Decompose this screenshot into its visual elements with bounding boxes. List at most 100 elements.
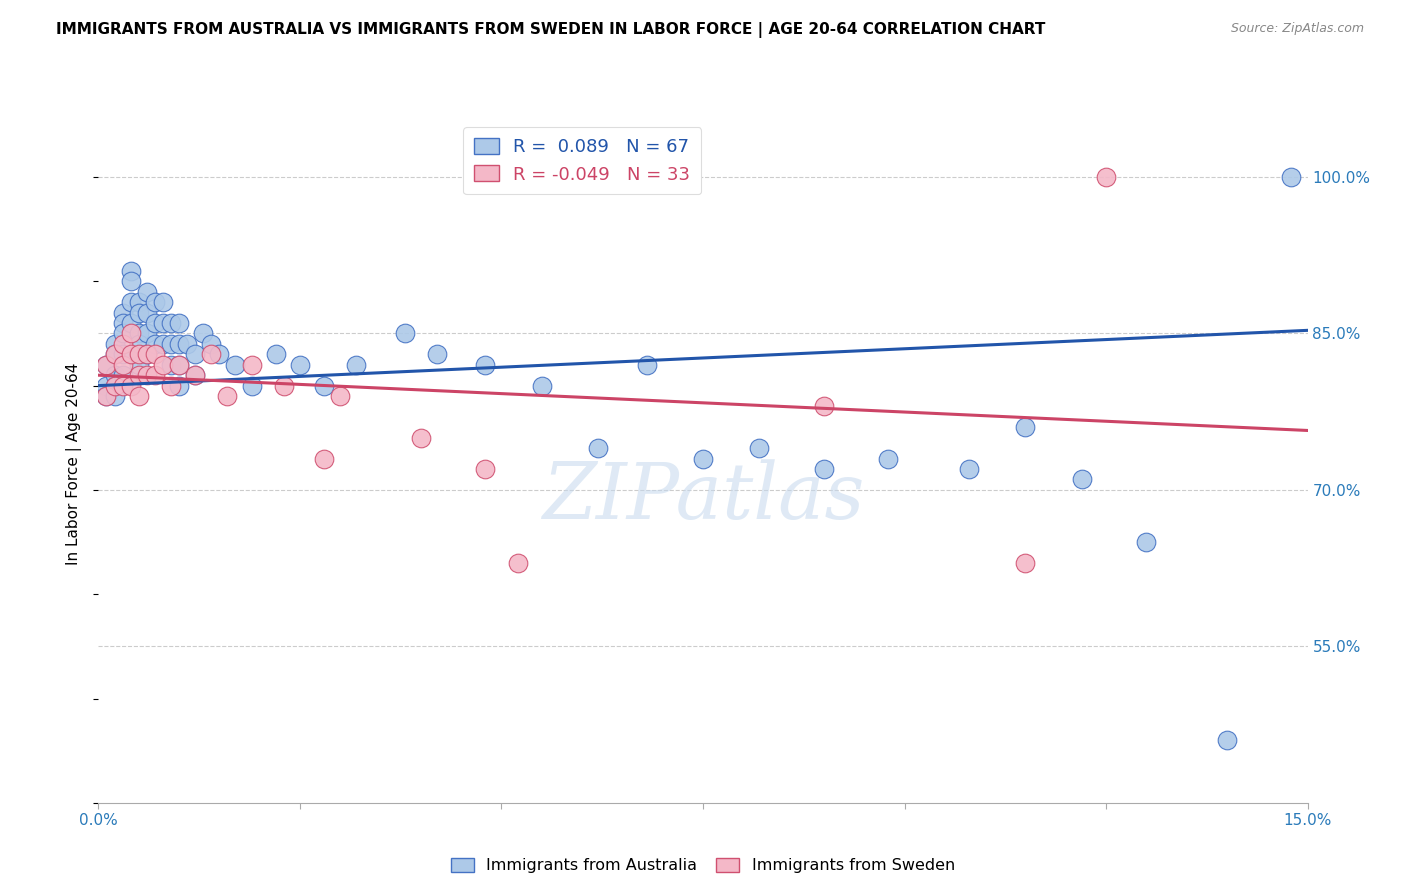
Point: [409, 431, 432, 445]
Point: [264, 347, 287, 361]
Point: [176, 337, 198, 351]
Point: [103, 378, 125, 392]
Point: [152, 337, 174, 351]
Point: [314, 451, 336, 466]
Point: [120, 295, 142, 310]
Point: [1216, 733, 1239, 747]
Point: [586, 441, 609, 455]
Point: [193, 326, 215, 341]
Point: [135, 368, 157, 383]
Point: [1070, 473, 1092, 487]
Point: [184, 368, 207, 383]
Point: [103, 347, 125, 361]
Point: [143, 316, 166, 330]
Point: [1095, 169, 1118, 184]
Point: [813, 462, 835, 476]
Point: [530, 378, 553, 392]
Point: [143, 337, 166, 351]
Point: [344, 358, 367, 372]
Point: [111, 337, 134, 351]
Point: [111, 347, 134, 361]
Point: [135, 285, 157, 299]
Point: [120, 347, 142, 361]
Point: [1014, 420, 1036, 434]
Point: [426, 347, 449, 361]
Point: [167, 358, 190, 372]
Point: [224, 358, 246, 372]
Point: [120, 264, 142, 278]
Point: [143, 295, 166, 310]
Point: [143, 368, 166, 383]
Point: [152, 295, 174, 310]
Point: [128, 358, 150, 372]
Point: [135, 347, 157, 361]
Point: [394, 326, 416, 341]
Point: [1281, 169, 1303, 184]
Point: [160, 337, 183, 351]
Point: [103, 378, 125, 392]
Point: [184, 368, 207, 383]
Point: [111, 316, 134, 330]
Point: [96, 358, 118, 372]
Point: [748, 441, 770, 455]
Point: [217, 389, 239, 403]
Legend: Immigrants from Australia, Immigrants from Sweden: Immigrants from Australia, Immigrants fr…: [444, 851, 962, 880]
Point: [288, 358, 311, 372]
Point: [111, 305, 134, 319]
Point: [96, 389, 118, 403]
Point: [474, 358, 496, 372]
Point: [120, 326, 142, 341]
Point: [240, 378, 263, 392]
Point: [111, 326, 134, 341]
Point: [111, 358, 134, 372]
Point: [273, 378, 295, 392]
Point: [167, 378, 190, 392]
Point: [120, 274, 142, 288]
Point: [200, 337, 222, 351]
Point: [314, 378, 336, 392]
Point: [152, 316, 174, 330]
Legend: R =  0.089   N = 67, R = -0.049   N = 33: R = 0.089 N = 67, R = -0.049 N = 33: [463, 128, 702, 194]
Y-axis label: In Labor Force | Age 20-64: In Labor Force | Age 20-64: [66, 363, 83, 565]
Point: [692, 451, 714, 466]
Point: [128, 326, 150, 341]
Point: [813, 400, 835, 414]
Point: [111, 368, 134, 383]
Point: [128, 347, 150, 361]
Point: [167, 337, 190, 351]
Text: IMMIGRANTS FROM AUSTRALIA VS IMMIGRANTS FROM SWEDEN IN LABOR FORCE | AGE 20-64 C: IMMIGRANTS FROM AUSTRALIA VS IMMIGRANTS …: [56, 22, 1046, 38]
Point: [329, 389, 352, 403]
Point: [96, 389, 118, 403]
Point: [1135, 535, 1157, 549]
Point: [240, 358, 263, 372]
Point: [877, 451, 900, 466]
Point: [152, 358, 174, 372]
Point: [135, 347, 157, 361]
Point: [120, 378, 142, 392]
Point: [160, 378, 183, 392]
Point: [1014, 556, 1036, 570]
Point: [128, 305, 150, 319]
Point: [135, 326, 157, 341]
Point: [184, 347, 207, 361]
Point: [103, 337, 125, 351]
Point: [135, 305, 157, 319]
Point: [103, 389, 125, 403]
Point: [506, 556, 529, 570]
Point: [120, 316, 142, 330]
Point: [474, 462, 496, 476]
Text: ZIPatlas: ZIPatlas: [541, 459, 865, 536]
Point: [103, 368, 125, 383]
Point: [103, 347, 125, 361]
Point: [957, 462, 980, 476]
Point: [128, 389, 150, 403]
Point: [111, 378, 134, 392]
Point: [208, 347, 231, 361]
Point: [96, 358, 118, 372]
Point: [167, 316, 190, 330]
Point: [167, 358, 190, 372]
Text: Source: ZipAtlas.com: Source: ZipAtlas.com: [1230, 22, 1364, 36]
Point: [636, 358, 658, 372]
Point: [128, 295, 150, 310]
Point: [128, 368, 150, 383]
